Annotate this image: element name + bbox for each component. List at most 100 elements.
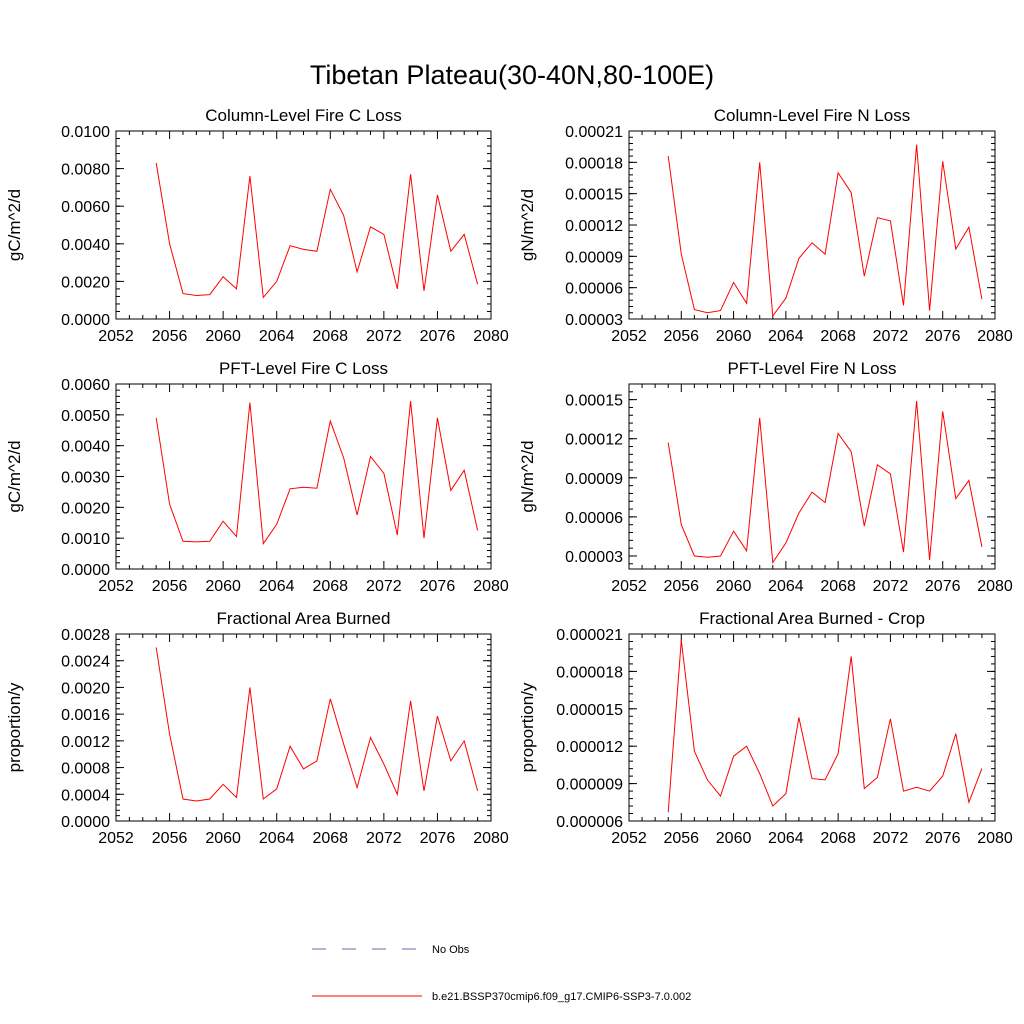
x-tick-label: 2064 [259,830,295,847]
y-tick-label: 0.00006 [565,281,623,298]
x-tick-label: 2064 [259,578,295,595]
x-tick-label: 2076 [420,328,456,345]
panel-title: PFT-Level Fire N Loss [727,359,896,378]
x-tick-label: 2068 [312,578,348,595]
x-tick-label: 2072 [873,830,909,847]
y-tick-label: 0.00012 [565,432,623,449]
y-axis-label: gC/m^2/d [5,440,24,512]
y-tick-label: 0.0024 [61,654,110,671]
panel-title: Column-Level Fire C Loss [205,106,402,125]
y-tick-label: 0.0100 [61,124,110,141]
legend: No Obs b.e21.BSSP370cmip6.f09_g17.CMIP6-… [312,944,691,1003]
x-tick-label: 2080 [473,328,509,345]
chart-panel-6: Fractional Area Burned - Crop proportion/… [518,609,1013,847]
y-tick-label: 0.00015 [565,187,623,204]
x-tick-label: 2068 [820,830,856,847]
plot-frame [628,130,996,320]
y-tick-label: 0.00018 [565,155,623,172]
y-tick-label: 0.00021 [565,124,623,141]
x-tick-label: 2068 [312,830,348,847]
x-tick-label: 2076 [420,578,456,595]
y-tick-label: 0.0020 [61,680,110,697]
y-tick-label: 0.00009 [565,471,623,488]
x-tick-label: 2076 [925,328,961,345]
y-tick-label: 0.000015 [556,702,623,719]
x-tick-label: 2052 [98,578,134,595]
y-tick-label: 0.0012 [61,734,110,751]
x-tick-label: 2068 [820,328,856,345]
x-tick-label: 2056 [663,328,699,345]
y-tick-label: 0.000018 [556,664,623,681]
y-axis-label: gN/m^2/d [518,440,537,512]
y-tick-label: 0.0060 [61,199,110,216]
y-tick-label: 0.0080 [61,162,110,179]
y-tick-label: 0.0000 [61,312,110,329]
panel-title: Fractional Area Burned - Crop [699,609,925,628]
y-tick-label: 0.0000 [61,814,110,831]
x-tick-label: 2064 [768,830,804,847]
x-tick-label: 2072 [366,578,402,595]
y-tick-label: 0.0040 [61,237,110,254]
y-tick-label: 0.0020 [61,274,110,291]
panels: Column-Level Fire C Loss gC/m^2/d 2052 2056… [5,106,1013,847]
x-tick-label: 2080 [977,328,1013,345]
y-tick-label: 0.0040 [61,439,110,456]
x-tick-label: 2060 [205,578,241,595]
y-tick-label: 0.0020 [61,500,110,517]
x-tick-label: 2056 [152,328,188,345]
y-tick-label: 0.0060 [61,377,110,394]
x-tick-label: 2060 [205,830,241,847]
x-tick-label: 2056 [152,578,188,595]
panel-title: Column-Level Fire N Loss [714,106,911,125]
series-line [155,400,479,546]
x-tick-label: 2072 [873,328,909,345]
figure-title: Tibetan Plateau(30-40N,80-100E) [310,60,714,90]
chart-panel-3: PFT-Level Fire C Loss gC/m^2/d 2052 2056 206… [5,359,509,595]
x-tick-label: 2064 [259,328,295,345]
y-tick-label: 0.000021 [556,627,623,644]
x-tick-label: 2052 [98,830,134,847]
plot-frame [628,383,996,570]
plot-frame [115,633,492,822]
series-line [667,144,983,318]
panel-title: PFT-Level Fire C Loss [219,359,388,378]
y-tick-label: 0.0028 [61,627,110,644]
x-tick-label: 2056 [663,578,699,595]
y-tick-label: 0.00003 [565,549,623,566]
legend-no-obs-label: No Obs [432,944,470,956]
series-line [667,640,983,813]
y-tick-label: 0.0008 [61,761,110,778]
x-tick-label: 2060 [716,328,752,345]
y-tick-label: 0.00006 [565,510,623,527]
x-tick-label: 2056 [152,830,188,847]
x-tick-label: 2064 [768,578,804,595]
chart-panel-1: Column-Level Fire C Loss gC/m^2/d 2052 2056… [5,106,509,345]
x-tick-label: 2076 [925,578,961,595]
y-axis-label: proportion/y [5,682,24,772]
x-tick-label: 2072 [873,578,909,595]
series-line [667,400,983,564]
y-tick-label: 0.00009 [565,249,623,266]
x-tick-label: 2080 [473,830,509,847]
x-tick-label: 2052 [98,328,134,345]
y-tick-label: 0.0050 [61,408,110,425]
y-tick-label: 0.000012 [556,739,623,756]
plot-frame [115,130,492,320]
y-axis-label: proportion/y [518,682,537,772]
x-tick-label: 2052 [611,578,647,595]
x-tick-label: 2052 [611,328,647,345]
plot-frame [115,383,492,570]
x-tick-label: 2052 [611,830,647,847]
x-tick-label: 2068 [312,328,348,345]
y-tick-label: 0.0010 [61,531,110,548]
x-tick-label: 2060 [716,578,752,595]
x-tick-label: 2064 [768,328,804,345]
y-tick-label: 0.0000 [61,562,110,579]
x-tick-label: 2076 [925,830,961,847]
y-axis-label: gC/m^2/d [5,189,24,261]
chart-panel-2: Column-Level Fire N Loss gN/m^2/d 2052 2056… [518,106,1013,345]
y-tick-label: 0.0030 [61,470,110,487]
x-tick-label: 2072 [366,328,402,345]
y-tick-label: 0.000009 [556,777,623,794]
x-tick-label: 2060 [716,830,752,847]
